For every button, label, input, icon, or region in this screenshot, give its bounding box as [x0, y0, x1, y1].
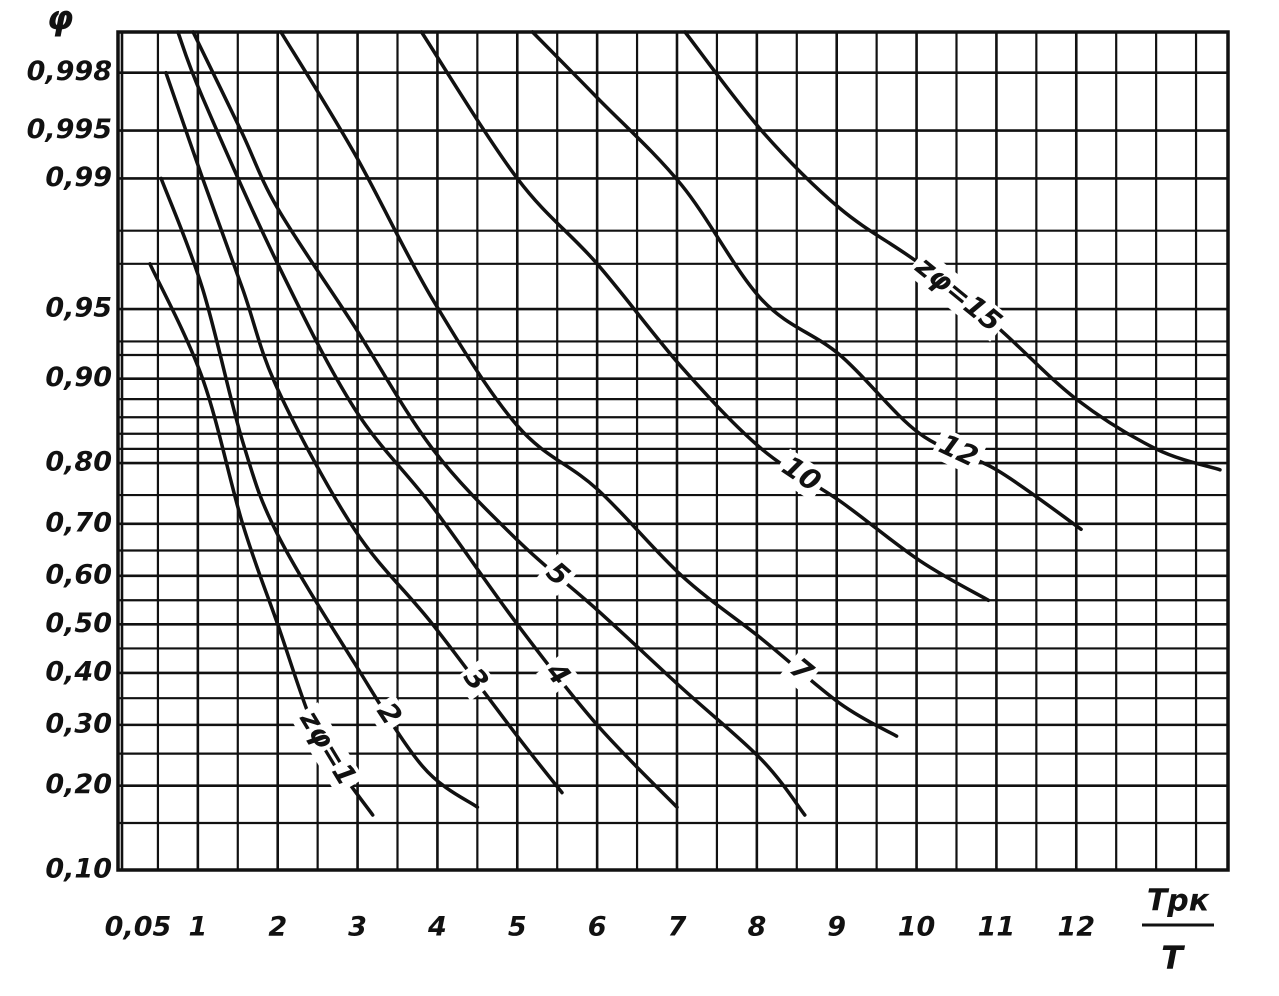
y-tick-label: 0,90 — [45, 362, 112, 393]
x-tick-label: 1 — [188, 912, 207, 943]
curve-label-bg — [367, 694, 410, 735]
curve — [191, 30, 807, 817]
y-tick-label: 0,80 — [45, 447, 112, 478]
x-tick-label: 5 — [508, 912, 527, 943]
curve-label-bg — [453, 659, 497, 701]
curve — [176, 30, 679, 809]
curve — [530, 30, 1083, 532]
x-tick-label: 2 — [268, 912, 287, 943]
y-tick-label: 0,995 — [27, 114, 112, 145]
x-tick-label: 10 — [898, 912, 936, 943]
x-tick-label: 8 — [747, 912, 766, 943]
curve-label-bg — [290, 702, 364, 796]
curve-label-bg — [772, 448, 830, 502]
y-tick-label: 0,95 — [45, 293, 112, 324]
curve-label-bg — [779, 650, 822, 693]
y-axis-label: φ — [47, 0, 74, 39]
x-tick-label: 3 — [348, 912, 367, 943]
curve-label-bg — [536, 553, 579, 597]
curve-label-bg — [536, 653, 579, 696]
y-tick-label: 0,60 — [45, 559, 112, 590]
y-tick-label: 0,99 — [45, 162, 112, 193]
y-tick-label: 0,30 — [45, 708, 112, 739]
curve — [164, 70, 564, 795]
curve — [419, 30, 991, 603]
x-tick-label: 12 — [1057, 912, 1095, 943]
curve — [159, 176, 480, 809]
y-tick-label: 0,10 — [45, 854, 112, 885]
x-tick-label: 7 — [668, 912, 687, 943]
y-tick-label: 0,50 — [45, 608, 112, 639]
curve-label-bg — [930, 427, 987, 477]
x-tick-label: 11 — [978, 912, 1016, 943]
x-tick-label: 0,05 — [105, 912, 172, 943]
plot-frame — [116, 30, 1230, 872]
x-tick-label: 4 — [427, 912, 447, 943]
x-axis-label-denominator: T — [1161, 939, 1185, 977]
y-tick-label: 0,20 — [45, 769, 112, 800]
curve-label-bg — [905, 248, 1011, 342]
y-tick-label: 0,70 — [45, 507, 112, 538]
y-tick-label: 0,998 — [27, 56, 112, 87]
x-tick-label: 9 — [827, 912, 846, 943]
x-axis-label-numerator: Tрк — [1147, 884, 1210, 919]
y-tick-label: 0,40 — [45, 656, 112, 687]
x-tick-label: 6 — [588, 912, 607, 943]
